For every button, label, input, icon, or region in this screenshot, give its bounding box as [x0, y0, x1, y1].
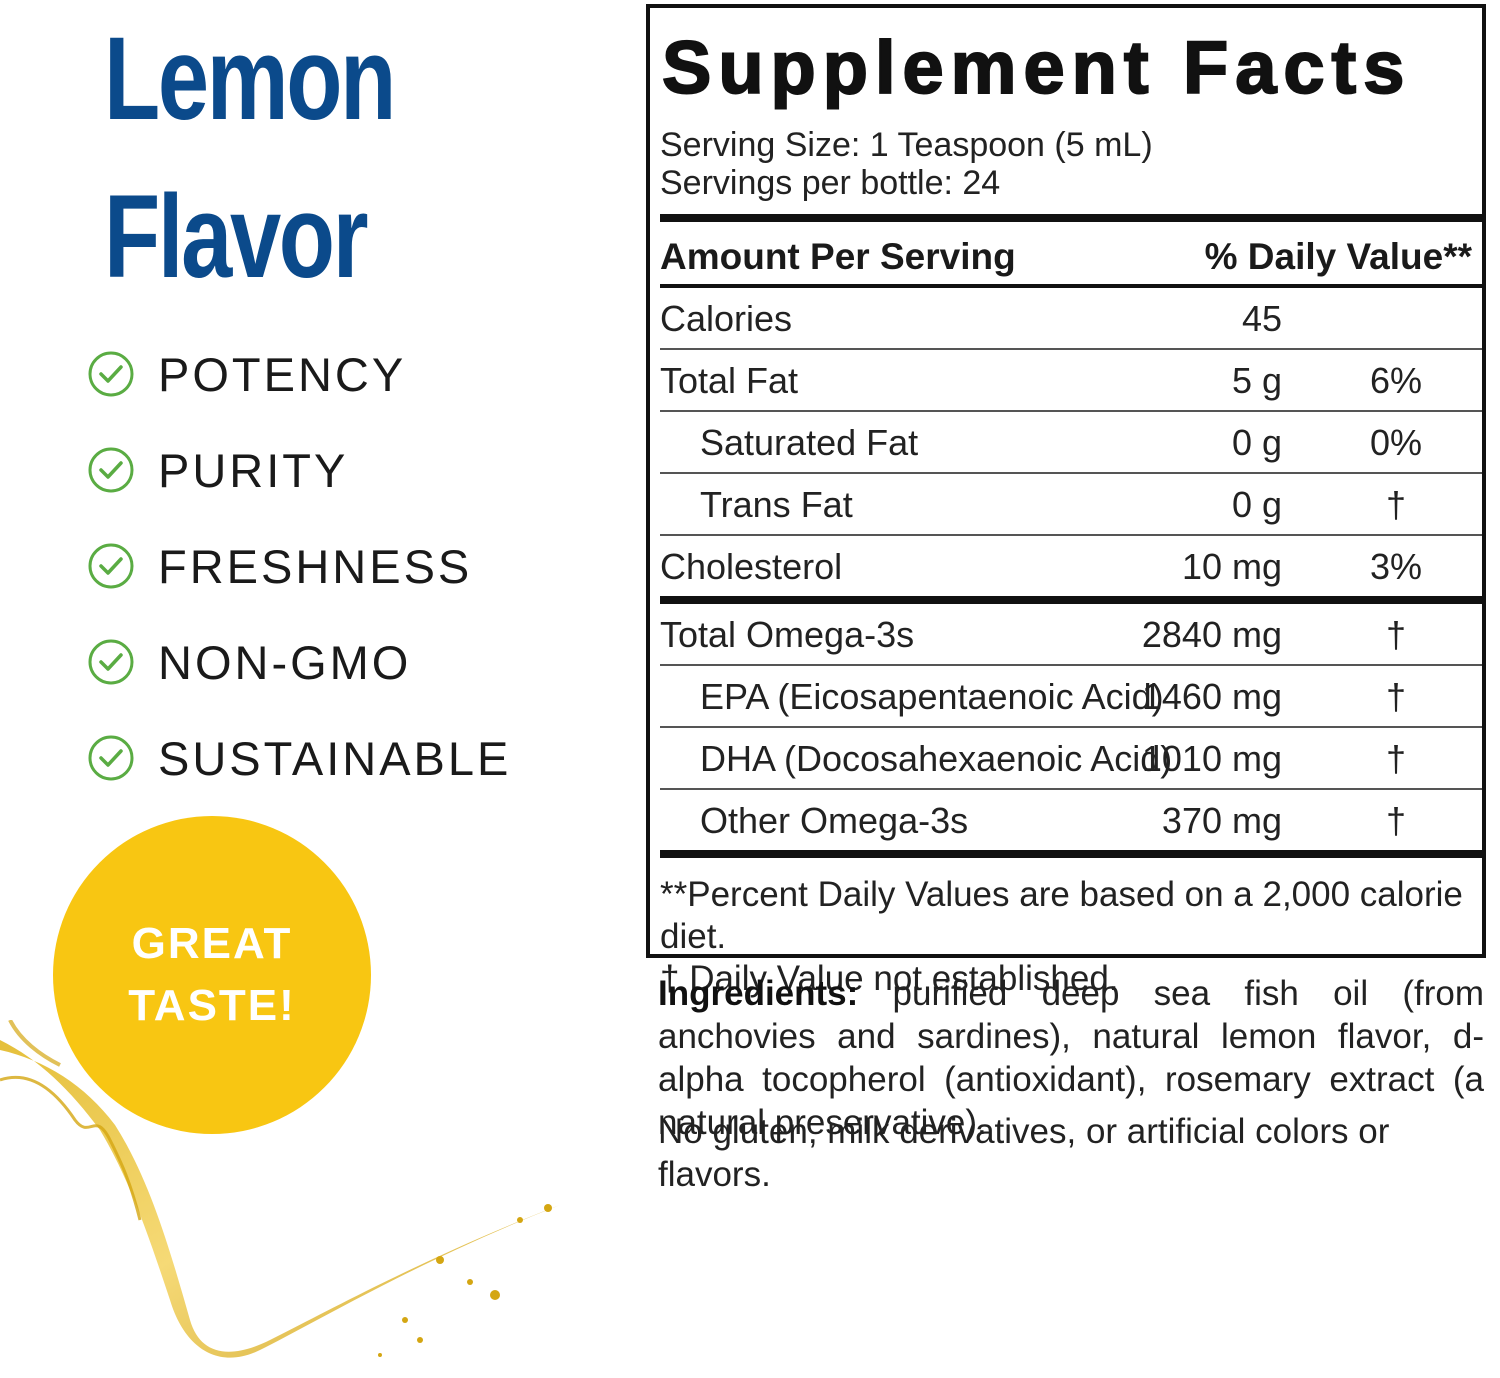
facts-header-row: Amount Per Serving % Daily Value** — [660, 222, 1482, 288]
facts-title: Supplement Facts — [661, 26, 1412, 109]
daily-value-header: % Daily Value** — [1204, 236, 1472, 277]
table-row: Saturated Fat 0 g 0% — [660, 412, 1482, 474]
footnote-not-established: † Daily Value not established. — [660, 959, 1119, 998]
check-circle-icon — [88, 543, 134, 589]
nutrient-name: Saturated Fat — [700, 422, 919, 463]
nutrient-name: Trans Fat — [700, 484, 853, 525]
supplement-facts-panel: Supplement Facts Serving Size: 1 Teaspoo… — [646, 4, 1486, 998]
nutrient-amount: 370 mg — [1161, 800, 1282, 841]
benefit-label: POTENCY — [158, 347, 407, 401]
nutrient-amount: 2840 mg — [1141, 614, 1282, 655]
table-row: DHA (Docosahexaenoic Acid) 1010 mg † — [660, 728, 1482, 790]
ingredients-label: Ingredients: — [658, 974, 859, 1013]
servings-per-bottle: Servings per bottle: 24 — [660, 164, 1001, 202]
nutrient-amount: 5 g — [1231, 360, 1282, 401]
table-row: Trans Fat 0 g † — [660, 474, 1482, 536]
nutrient-name: Total Omega-3s — [660, 614, 915, 655]
benefit-label: PURITY — [158, 443, 349, 497]
benefit-item-non-gmo: NON-GMO — [86, 614, 511, 710]
nutrient-dv: 3% — [1369, 546, 1423, 587]
check-circle-icon — [88, 639, 134, 685]
badge-line1: GREAT — [131, 919, 293, 968]
facts-table: Calories 45 Total Fat 5 g 6% Saturated F… — [660, 288, 1482, 858]
benefits-list: POTENCY PURITY FRESHNESS NON-GMO SUSTAIN… — [86, 326, 511, 806]
amount-per-serving-header: Amount Per Serving — [660, 236, 1016, 277]
nutrient-dv: 0% — [1369, 422, 1423, 463]
flavor-title: Lemon Flavor — [104, 0, 396, 316]
badge-line2: TASTE! — [128, 981, 296, 1030]
nutrient-amount: 45 — [1241, 298, 1282, 339]
serving-size: Serving Size: 1 Teaspoon (5 mL) — [660, 126, 1153, 164]
divider — [660, 596, 1482, 604]
divider — [660, 850, 1482, 858]
check-circle-icon — [88, 735, 134, 781]
nutrient-name: Total Fat — [660, 360, 799, 401]
table-row: Total Omega-3s 2840 mg † — [660, 604, 1482, 666]
nutrient-amount: 1010 mg — [1141, 738, 1282, 779]
ingredients-text: Ingredients: purified deep sea fish oil … — [658, 972, 1484, 1144]
nutrient-dv: † — [1385, 614, 1407, 655]
benefit-label: FRESHNESS — [158, 539, 473, 593]
table-row: EPA (Eicosapentaenoic Acid) 1460 mg † — [660, 666, 1482, 728]
footnote-daily-values: **Percent Daily Values are based on a 2,… — [660, 875, 1463, 956]
serving-info: Serving Size: 1 Teaspoon (5 mL) Servings… — [660, 126, 1482, 202]
free-from-statement: No gluten, milk derivatives, or artifici… — [658, 1112, 1390, 1194]
footnotes: **Percent Daily Values are based on a 2,… — [660, 874, 1482, 1000]
check-circle-icon — [88, 447, 134, 493]
nutrient-dv: † — [1385, 800, 1407, 841]
ingredients-list: purified deep sea fish oil (from anchovi… — [658, 974, 1484, 1142]
benefit-label: SUSTAINABLE — [158, 731, 512, 785]
nutrient-dv: † — [1385, 676, 1407, 717]
benefit-item-purity: PURITY — [86, 422, 511, 518]
flavor-title-line2: Flavor — [104, 171, 369, 303]
nutrient-name: DHA (Docosahexaenoic Acid) — [700, 738, 1173, 779]
table-row: Total Fat 5 g 6% — [660, 350, 1482, 412]
nutrient-name: Calories — [660, 298, 793, 339]
benefit-label: NON-GMO — [158, 635, 412, 689]
benefit-item-sustainable: SUSTAINABLE — [86, 710, 511, 806]
flavor-title-line1: Lemon — [104, 13, 396, 145]
nutrient-amount: 10 mg — [1181, 546, 1282, 587]
oil-splash-image — [0, 1020, 560, 1358]
nutrient-dv: † — [1385, 738, 1407, 779]
benefit-item-freshness: FRESHNESS — [86, 518, 511, 614]
nutrient-name: EPA (Eicosapentaenoic Acid) — [700, 676, 1164, 717]
check-circle-icon — [88, 351, 134, 397]
nutrient-name: Cholesterol — [660, 546, 843, 587]
table-row: Calories 45 — [660, 288, 1482, 350]
table-row: Other Omega-3s 370 mg † — [660, 790, 1482, 850]
table-row: Cholesterol 10 mg 3% — [660, 536, 1482, 596]
benefit-item-potency: POTENCY — [86, 326, 511, 422]
nutrient-amount: 0 g — [1231, 422, 1282, 463]
divider — [660, 214, 1482, 222]
nutrient-name: Other Omega-3s — [700, 800, 969, 841]
great-taste-badge: GREAT TASTE! — [53, 816, 371, 1134]
nutrient-dv: 6% — [1369, 360, 1423, 401]
nutrient-amount: 0 g — [1231, 484, 1282, 525]
nutrient-amount: 1460 mg — [1141, 676, 1282, 717]
nutrient-dv: † — [1385, 484, 1407, 525]
